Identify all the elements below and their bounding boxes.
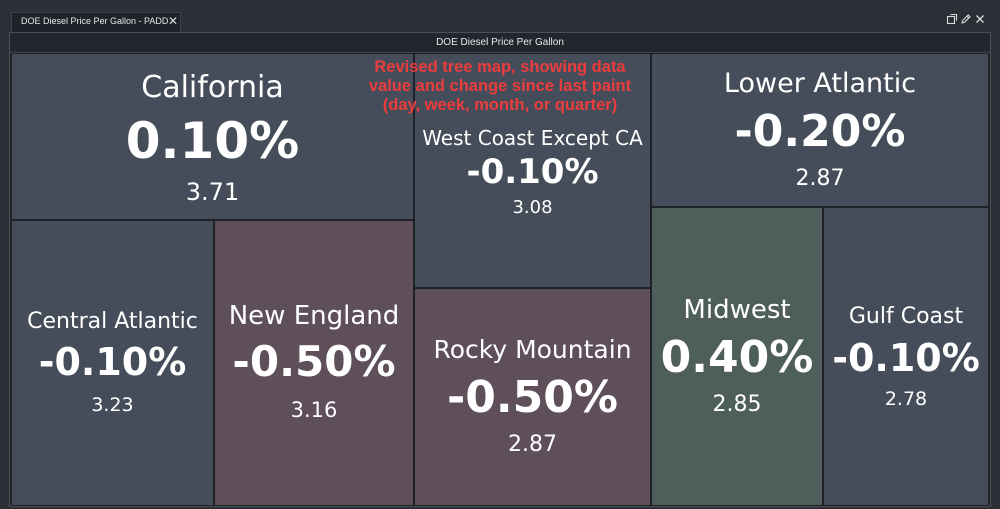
tile-change: -0.10% (38, 340, 187, 384)
tile-name: Central Atlantic (27, 309, 198, 334)
tile-new-england[interactable]: New England -0.50% 3.16 (214, 220, 414, 506)
tile-value: 3.23 (91, 394, 134, 416)
tile-value: 3.08 (512, 197, 553, 218)
tile-value: 3.71 (185, 178, 240, 206)
tile-value: 2.87 (795, 166, 845, 191)
panel-title: DOE Diesel Price Per Gallon (10, 33, 990, 53)
tile-central-atlantic[interactable]: Central Atlantic -0.10% 3.23 (11, 220, 214, 506)
tile-value: 3.16 (290, 398, 338, 422)
tile-name: California (141, 70, 284, 105)
tile-gulf-coast[interactable]: Gulf Coast -0.10% 2.78 (823, 207, 989, 506)
tile-lower-atlantic[interactable]: Lower Atlantic -0.20% 2.87 (651, 53, 989, 207)
tile-value: 2.85 (712, 392, 762, 417)
tile-value: 2.87 (508, 432, 557, 457)
tile-name: West Coast Except CA (422, 126, 643, 150)
tile-change: -0.20% (734, 106, 906, 157)
tile-change: -0.50% (232, 337, 396, 386)
tile-name: Midwest (683, 295, 791, 325)
edit-icon[interactable] (960, 13, 972, 25)
tile-change: 0.10% (125, 112, 300, 170)
tab-bar: DOE Diesel Price Per Gallon - PADD ✕ (0, 0, 1000, 32)
tile-name: Gulf Coast (848, 304, 964, 329)
treemap: California 0.10% 3.71 West Coast Except … (11, 53, 989, 506)
tab-label: DOE Diesel Price Per Gallon - PADD (21, 16, 169, 26)
tile-change: -0.10% (466, 152, 599, 192)
tile-change: -0.10% (832, 336, 980, 380)
tile-name: New England (228, 301, 400, 331)
tile-value: 2.78 (884, 388, 928, 410)
tab-doe-diesel-padd[interactable]: DOE Diesel Price Per Gallon - PADD ✕ (11, 12, 181, 32)
tile-name: Rocky Mountain (433, 335, 632, 364)
tile-name: Lower Atlantic (723, 68, 917, 99)
tile-change: -0.50% (447, 372, 618, 423)
tile-midwest[interactable]: Midwest 0.40% 2.85 (651, 207, 823, 506)
popout-icon[interactable] (946, 13, 958, 25)
tile-west-coast-except-ca[interactable]: West Coast Except CA -0.10% 3.08 (414, 53, 651, 288)
close-icon[interactable] (974, 13, 986, 25)
tile-rocky-mountain[interactable]: Rocky Mountain -0.50% 2.87 (414, 288, 651, 506)
tile-change: 0.40% (660, 332, 814, 383)
close-icon[interactable]: ✕ (168, 14, 179, 28)
tile-california[interactable]: California 0.10% 3.71 (11, 53, 414, 220)
